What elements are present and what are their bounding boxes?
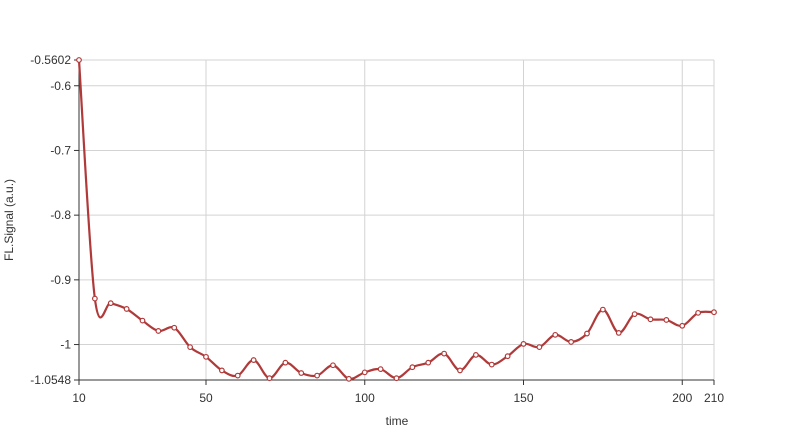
x-tick-label: 200	[672, 391, 692, 405]
y-tick-label: -1	[60, 338, 71, 352]
data-point	[155, 328, 162, 334]
data-point	[91, 295, 98, 302]
data-point	[472, 351, 479, 358]
x-tick-label: 50	[199, 391, 213, 405]
marker-layer	[76, 57, 717, 382]
y-tick-label: -0.8	[50, 208, 71, 222]
data-point	[615, 329, 622, 336]
data-point	[631, 311, 638, 318]
data-point	[314, 372, 321, 379]
data-point	[584, 330, 590, 337]
x-axis-title: time	[386, 414, 409, 428]
grid	[79, 59, 715, 380]
data-point	[663, 317, 670, 323]
data-point	[234, 372, 241, 379]
data-point	[457, 367, 463, 374]
y-tick-label: -0.7	[50, 143, 71, 157]
data-point	[330, 362, 336, 369]
x-tick-label: 10	[72, 391, 86, 405]
data-point	[711, 309, 717, 316]
data-point	[488, 361, 495, 368]
y-tick-label: -0.9	[50, 273, 71, 287]
data-point	[203, 353, 209, 360]
data-point	[647, 316, 654, 323]
data-point	[552, 331, 559, 338]
data-point	[139, 317, 146, 324]
data-point	[695, 309, 702, 316]
data-point	[250, 357, 257, 363]
y-axis-title: FL.Signal (a.u.)	[2, 179, 16, 261]
data-point	[345, 375, 352, 382]
data-point	[361, 369, 368, 376]
data-point	[377, 366, 384, 373]
x-tick-label: 210	[704, 391, 724, 405]
y-tick-label: -0.6	[50, 79, 71, 93]
data-point	[218, 367, 225, 374]
data-point	[282, 359, 289, 366]
axes: 10 50 100 150 200 210 -0.5602 -0.6 -0.7 -0.8 -0.9 -…	[30, 53, 724, 405]
data-point	[599, 306, 606, 313]
data-point	[393, 375, 400, 382]
data-point	[298, 370, 305, 376]
data-point	[504, 353, 511, 360]
data-point	[409, 364, 416, 371]
data-point	[76, 57, 82, 63]
data-point	[266, 375, 273, 382]
data-point	[425, 359, 432, 366]
x-tick-label: 150	[513, 391, 533, 405]
y-tick-label: -1.0548	[30, 373, 71, 387]
data-point	[107, 300, 114, 307]
data-point	[171, 324, 178, 331]
data-point	[123, 306, 130, 312]
data-point	[187, 344, 194, 351]
data-point	[679, 322, 686, 329]
data-point	[536, 344, 543, 351]
x-tick-label: 100	[355, 391, 375, 405]
data-point	[441, 350, 448, 357]
y-tick-label: -0.5602	[30, 53, 71, 67]
data-point	[520, 340, 527, 347]
data-point	[568, 339, 575, 345]
